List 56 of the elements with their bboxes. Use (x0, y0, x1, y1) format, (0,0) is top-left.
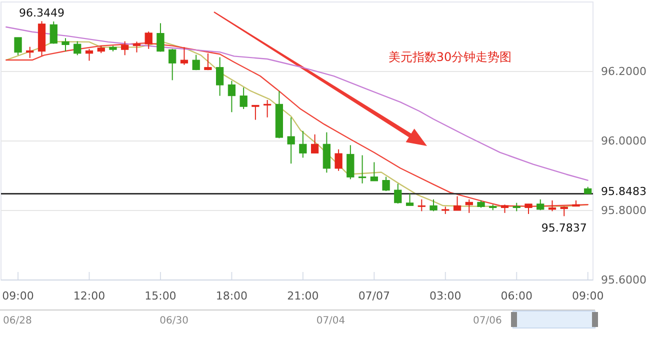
candlestick (524, 203, 532, 214)
y-tick-label: 95.6000 (601, 274, 646, 286)
candlestick (430, 198, 438, 212)
x-tick-label: 09:00 (2, 290, 34, 302)
candlestick (168, 48, 176, 81)
candlestick (453, 196, 462, 211)
candlestick (132, 41, 141, 53)
candlestick (14, 36, 22, 56)
candlestick (548, 200, 556, 212)
annotation: 95.7837 (541, 222, 587, 235)
candlestick (216, 56, 224, 96)
candlestick (465, 198, 473, 214)
candlestick (370, 162, 378, 182)
text: 07/04 (316, 316, 346, 326)
candlestick (252, 104, 260, 120)
text: 美元指数30分钟走势图 (388, 50, 512, 64)
candlestick (85, 48, 94, 62)
x-tick-label: 06:00 (500, 290, 532, 302)
candlestick (346, 144, 354, 180)
candlestick (62, 38, 70, 52)
candlestick (334, 148, 342, 172)
candlestick (299, 130, 307, 158)
x-tick-label: 15:00 (144, 290, 176, 302)
x-tick-label: 03:00 (430, 290, 462, 302)
candlestick (287, 116, 295, 164)
x-tick-label: 21:00 (287, 290, 319, 302)
y-tick-label: 95.8000 (601, 204, 646, 217)
text: 07/06 (473, 316, 502, 326)
candlestick (406, 192, 414, 206)
candlestick (156, 22, 164, 52)
candlestick (228, 80, 236, 113)
candlestick (264, 99, 272, 118)
annotation: 96.3449 (19, 6, 65, 20)
x-tick-label: 12:00 (73, 290, 106, 302)
x-tick-label: 07/07 (358, 290, 390, 302)
y-tick-label: 96.2000 (601, 65, 646, 78)
candlestick (204, 52, 212, 71)
x-tick-label: 09:00 (572, 290, 604, 302)
candlestick (74, 40, 82, 56)
candlestick (394, 183, 402, 204)
candlestick (121, 40, 129, 56)
y-tick-label: 96.0000 (601, 134, 646, 148)
candlestick (418, 198, 426, 212)
candlestick (240, 86, 248, 110)
candlestick (358, 154, 366, 184)
candlestick (310, 134, 319, 154)
text: 06/28 (3, 316, 32, 326)
candlestick (26, 46, 34, 58)
candlestick (382, 176, 390, 192)
x-tick-label: 18:00 (216, 290, 248, 302)
candlestick (192, 54, 200, 71)
candlestick (144, 31, 152, 50)
text: 06/30 (160, 316, 188, 326)
candlestick (180, 46, 188, 66)
candlestick (50, 20, 58, 44)
ref-line-label: 95.8483 (601, 185, 646, 198)
